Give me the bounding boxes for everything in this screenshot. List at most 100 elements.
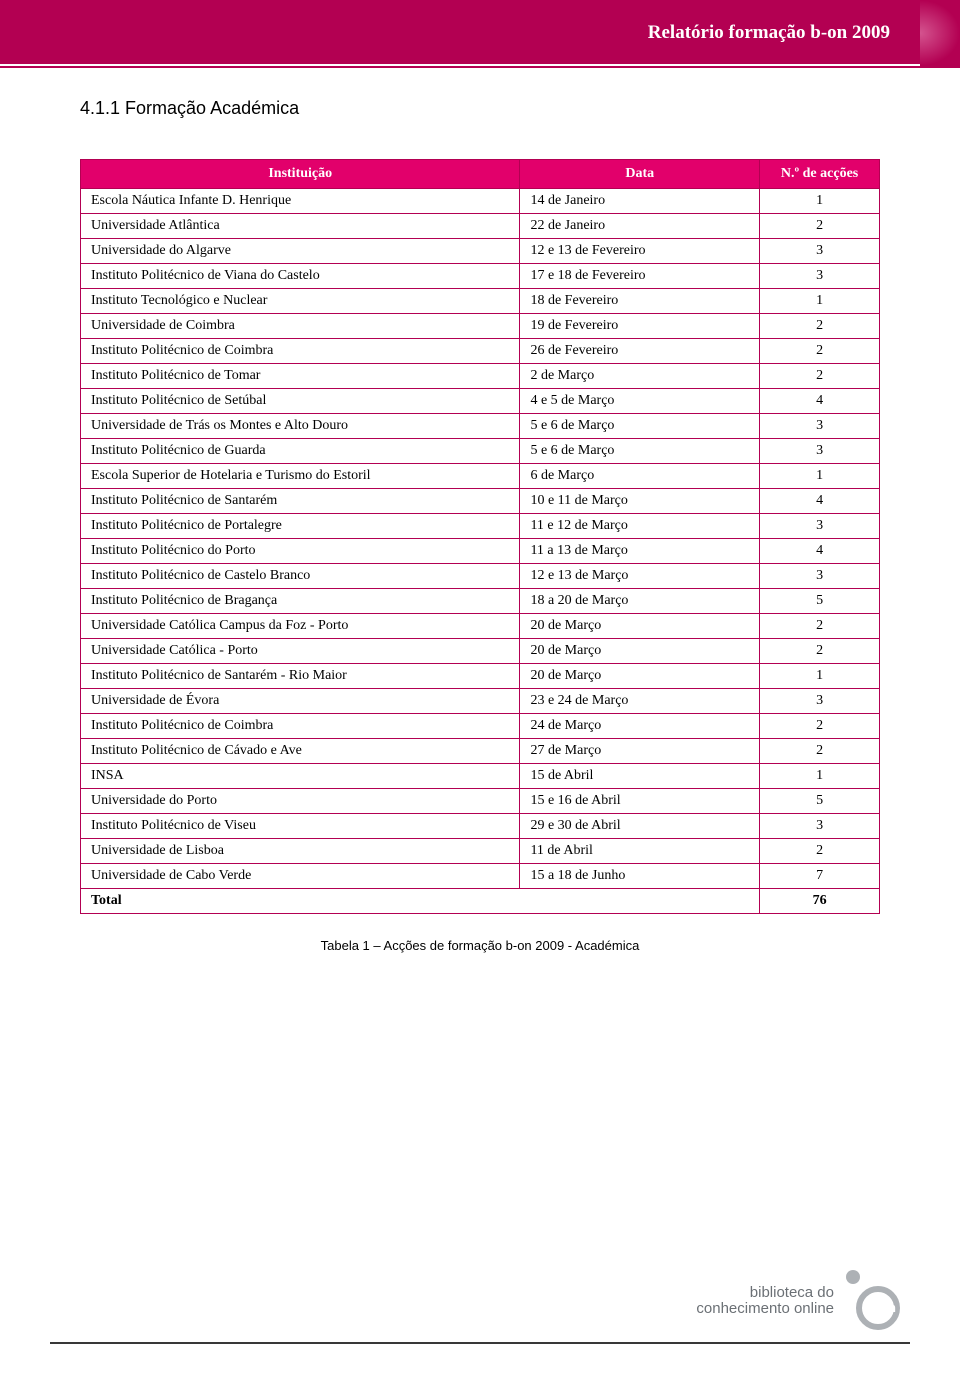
cell-actions-count: 3 — [760, 264, 880, 289]
logo-mark: b o n — [842, 1272, 900, 1330]
table-row: Universidade de Évora23 e 24 de Março3 — [81, 689, 880, 714]
cell-institution: Instituto Politécnico de Bragança — [81, 589, 520, 614]
table-row: Instituto Politécnico de Viseu29 e 30 de… — [81, 814, 880, 839]
cell-institution: INSA — [81, 764, 520, 789]
cell-institution: Instituto Politécnico de Setúbal — [81, 389, 520, 414]
cell-date: 11 e 12 de Março — [520, 514, 760, 539]
cell-date: 20 de Março — [520, 639, 760, 664]
cell-date: 26 de Fevereiro — [520, 339, 760, 364]
cell-date: 23 e 24 de Março — [520, 689, 760, 714]
table-header-row: Instituição Data N.º de acções — [81, 160, 880, 189]
table-row: Instituto Politécnico de Portalegre11 e … — [81, 514, 880, 539]
cell-actions-count: 1 — [760, 289, 880, 314]
cell-institution: Escola Superior de Hotelaria e Turismo d… — [81, 464, 520, 489]
cell-actions-count: 5 — [760, 789, 880, 814]
cell-date: 15 de Abril — [520, 764, 760, 789]
table-row: Instituto Politécnico de Guarda5 e 6 de … — [81, 439, 880, 464]
logo-line-2: conhecimento online — [696, 1301, 834, 1318]
table-row: INSA15 de Abril1 — [81, 764, 880, 789]
cell-actions-count: 2 — [760, 314, 880, 339]
footer-logo: biblioteca do conhecimento online b o n — [696, 1272, 900, 1330]
table-row: Universidade Atlântica22 de Janeiro2 — [81, 214, 880, 239]
table-row: Instituto Politécnico de Santarém10 e 11… — [81, 489, 880, 514]
cell-institution: Instituto Tecnológico e Nuclear — [81, 289, 520, 314]
cell-institution: Escola Náutica Infante D. Henrique — [81, 189, 520, 214]
col-header-date: Data — [520, 160, 760, 189]
cell-date: 17 e 18 de Fevereiro — [520, 264, 760, 289]
cell-institution: Instituto Politécnico de Portalegre — [81, 514, 520, 539]
cell-actions-count: 1 — [760, 189, 880, 214]
cell-date: 12 e 13 de Março — [520, 564, 760, 589]
table-row: Universidade de Cabo Verde15 a 18 de Jun… — [81, 864, 880, 889]
cell-actions-count: 2 — [760, 214, 880, 239]
table-row: Escola Superior de Hotelaria e Turismo d… — [81, 464, 880, 489]
section-heading: 4.1.1 Formação Académica — [80, 98, 880, 119]
cell-date: 22 de Janeiro — [520, 214, 760, 239]
table-row: Instituto Politécnico de Castelo Branco1… — [81, 564, 880, 589]
cell-institution: Instituto Politécnico de Coimbra — [81, 714, 520, 739]
cell-date: 18 a 20 de Março — [520, 589, 760, 614]
page-header: Relatório formação b-on 2009 — [0, 0, 960, 66]
cell-date: 10 e 11 de Março — [520, 489, 760, 514]
cell-actions-count: 4 — [760, 539, 880, 564]
cell-actions-count: 3 — [760, 564, 880, 589]
content-area: 4.1.1 Formação Académica Instituição Dat… — [0, 98, 960, 953]
table-row: Universidade do Algarve12 e 13 de Fevere… — [81, 239, 880, 264]
cell-institution: Universidade de Trás os Montes e Alto Do… — [81, 414, 520, 439]
report-title: Relatório formação b-on 2009 — [648, 22, 890, 44]
table-row: Instituto Politécnico de Coimbra24 de Ma… — [81, 714, 880, 739]
table-row: Universidade de Trás os Montes e Alto Do… — [81, 414, 880, 439]
cell-actions-count: 3 — [760, 414, 880, 439]
table-row: Universidade do Porto15 e 16 de Abril5 — [81, 789, 880, 814]
table-row: Instituto Politécnico de Coimbra26 de Fe… — [81, 339, 880, 364]
cell-actions-count: 4 — [760, 389, 880, 414]
cell-date: 11 de Abril — [520, 839, 760, 864]
footer-rule — [50, 1342, 910, 1344]
cell-institution: Universidade de Lisboa — [81, 839, 520, 864]
cell-institution: Universidade do Algarve — [81, 239, 520, 264]
cell-actions-count: 3 — [760, 814, 880, 839]
cell-actions-count: 2 — [760, 839, 880, 864]
logo-text: biblioteca do conhecimento online — [696, 1285, 834, 1318]
cell-institution: Universidade Católica Campus da Foz - Po… — [81, 614, 520, 639]
cell-date: 5 e 6 de Março — [520, 414, 760, 439]
cell-date: 15 e 16 de Abril — [520, 789, 760, 814]
cell-institution: Instituto Politécnico de Viseu — [81, 814, 520, 839]
cell-actions-count: 5 — [760, 589, 880, 614]
cell-actions-count: 4 — [760, 489, 880, 514]
table-row: Universidade Católica Campus da Foz - Po… — [81, 614, 880, 639]
cell-date: 20 de Março — [520, 614, 760, 639]
col-header-actions: N.º de acções — [760, 160, 880, 189]
table-row: Instituto Politécnico de Tomar2 de Março… — [81, 364, 880, 389]
table-row: Instituto Tecnológico e Nuclear18 de Fev… — [81, 289, 880, 314]
cell-actions-count: 3 — [760, 239, 880, 264]
cell-actions-count: 2 — [760, 739, 880, 764]
cell-institution: Instituto Politécnico de Tomar — [81, 364, 520, 389]
cell-institution: Instituto Politécnico de Coimbra — [81, 339, 520, 364]
cell-institution: Universidade do Porto — [81, 789, 520, 814]
cell-date: 4 e 5 de Março — [520, 389, 760, 414]
cell-institution: Universidade Católica - Porto — [81, 639, 520, 664]
cell-date: 12 e 13 de Fevereiro — [520, 239, 760, 264]
cell-date: 5 e 6 de Março — [520, 439, 760, 464]
cell-institution: Instituto Politécnico de Guarda — [81, 439, 520, 464]
cell-actions-count: 2 — [760, 364, 880, 389]
cell-date: 19 de Fevereiro — [520, 314, 760, 339]
cell-actions-count: 1 — [760, 664, 880, 689]
cell-actions-count: 1 — [760, 764, 880, 789]
cell-actions-count: 2 — [760, 614, 880, 639]
cell-institution: Instituto Politécnico de Santarém — [81, 489, 520, 514]
cell-date: 18 de Fevereiro — [520, 289, 760, 314]
col-header-institution: Instituição — [81, 160, 520, 189]
cell-date: 29 e 30 de Abril — [520, 814, 760, 839]
cell-institution: Instituto Politécnico de Santarém - Rio … — [81, 664, 520, 689]
cell-actions-count: 2 — [760, 339, 880, 364]
table-row: Instituto Politécnico de Setúbal4 e 5 de… — [81, 389, 880, 414]
cell-date: 20 de Março — [520, 664, 760, 689]
cell-institution: Universidade de Évora — [81, 689, 520, 714]
cell-institution: Instituto Politécnico de Castelo Branco — [81, 564, 520, 589]
total-value: 76 — [760, 889, 880, 914]
cell-date: 24 de Março — [520, 714, 760, 739]
cell-institution: Instituto Politécnico de Cávado e Ave — [81, 739, 520, 764]
cell-date: 14 de Janeiro — [520, 189, 760, 214]
